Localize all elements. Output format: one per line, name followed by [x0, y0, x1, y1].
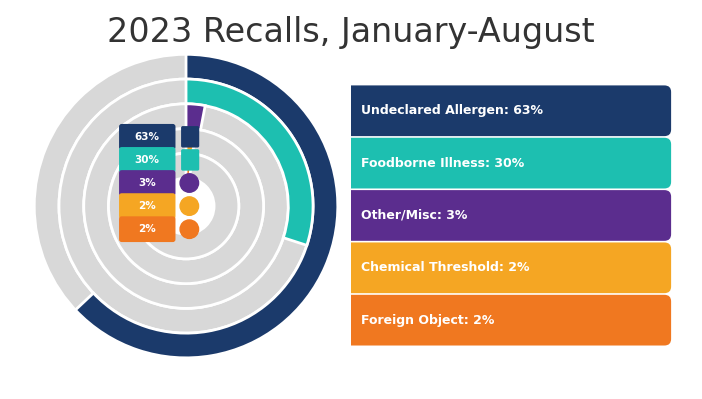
- Wedge shape: [186, 153, 192, 178]
- FancyBboxPatch shape: [119, 170, 176, 196]
- FancyBboxPatch shape: [344, 85, 671, 136]
- Wedge shape: [109, 128, 263, 284]
- Text: Undeclared Allergen: 63%: Undeclared Allergen: 63%: [361, 104, 543, 117]
- Wedge shape: [75, 54, 338, 358]
- FancyBboxPatch shape: [344, 243, 671, 293]
- Text: Chemical Threshold: 2%: Chemical Threshold: 2%: [361, 261, 529, 274]
- Text: 3%: 3%: [138, 178, 156, 188]
- Wedge shape: [186, 128, 196, 154]
- Text: Foreign Object: 2%: Foreign Object: 2%: [361, 314, 494, 327]
- Text: 2023 Recalls, January-August: 2023 Recalls, January-August: [107, 16, 595, 49]
- Text: 30%: 30%: [135, 155, 160, 165]
- FancyBboxPatch shape: [181, 126, 199, 148]
- Wedge shape: [34, 54, 338, 358]
- Wedge shape: [84, 104, 289, 308]
- Circle shape: [180, 174, 199, 192]
- Text: 2%: 2%: [138, 224, 156, 234]
- FancyBboxPatch shape: [181, 149, 199, 171]
- Text: Other/Misc: 3%: Other/Misc: 3%: [361, 209, 468, 222]
- Text: Foodborne Illness: 30%: Foodborne Illness: 30%: [361, 157, 524, 170]
- Circle shape: [180, 220, 199, 239]
- FancyBboxPatch shape: [119, 147, 176, 173]
- FancyBboxPatch shape: [119, 216, 176, 242]
- Wedge shape: [186, 79, 313, 245]
- FancyBboxPatch shape: [119, 124, 176, 150]
- Wedge shape: [59, 79, 313, 333]
- Wedge shape: [133, 153, 239, 259]
- FancyBboxPatch shape: [119, 193, 176, 219]
- FancyBboxPatch shape: [344, 190, 671, 241]
- Circle shape: [180, 197, 199, 215]
- FancyBboxPatch shape: [344, 295, 671, 346]
- Wedge shape: [186, 104, 205, 130]
- FancyBboxPatch shape: [344, 138, 671, 188]
- Text: 63%: 63%: [135, 132, 160, 142]
- Text: 2%: 2%: [138, 201, 156, 211]
